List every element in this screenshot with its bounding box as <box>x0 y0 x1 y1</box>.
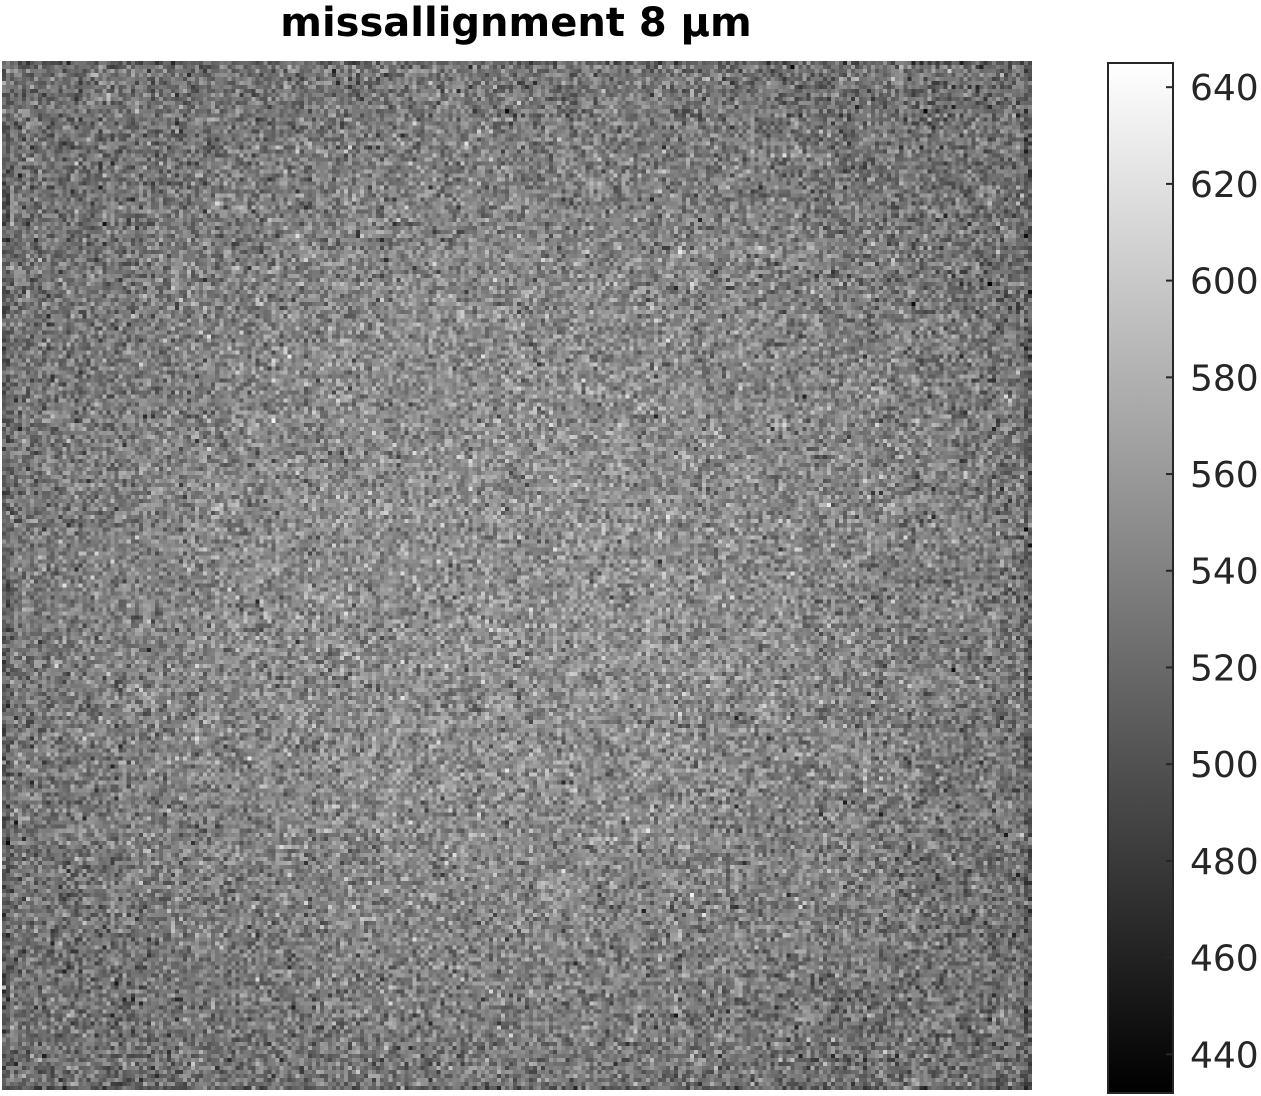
colorbar-tick-label: 620 <box>1190 165 1259 206</box>
colorbar-gradient <box>1107 62 1174 1094</box>
colorbar-tick-label: 460 <box>1190 939 1259 980</box>
colorbar-tick-label: 580 <box>1190 358 1259 399</box>
colorbar-tick-label: 640 <box>1190 68 1259 109</box>
colorbar-tick-label: 540 <box>1190 552 1259 593</box>
colorbar-tick-label: 520 <box>1190 648 1259 689</box>
colorbar: 440 460 480 500 520 540 560 580 600 620 640 <box>1107 62 1259 1094</box>
colorbar-tick-label: 560 <box>1190 455 1259 496</box>
colorbar-tick-label: 440 <box>1190 1035 1259 1076</box>
heatmap-image <box>2 61 1032 1090</box>
colorbar-tick-label: 500 <box>1190 745 1259 786</box>
colorbar-tick-label: 480 <box>1190 842 1259 883</box>
chart-title: missallignment 8 µm <box>280 0 752 46</box>
colorbar-tick-label: 600 <box>1190 262 1259 303</box>
colorbar-ticks: 440 460 480 500 520 540 560 580 600 620 640 <box>1166 68 1259 1076</box>
